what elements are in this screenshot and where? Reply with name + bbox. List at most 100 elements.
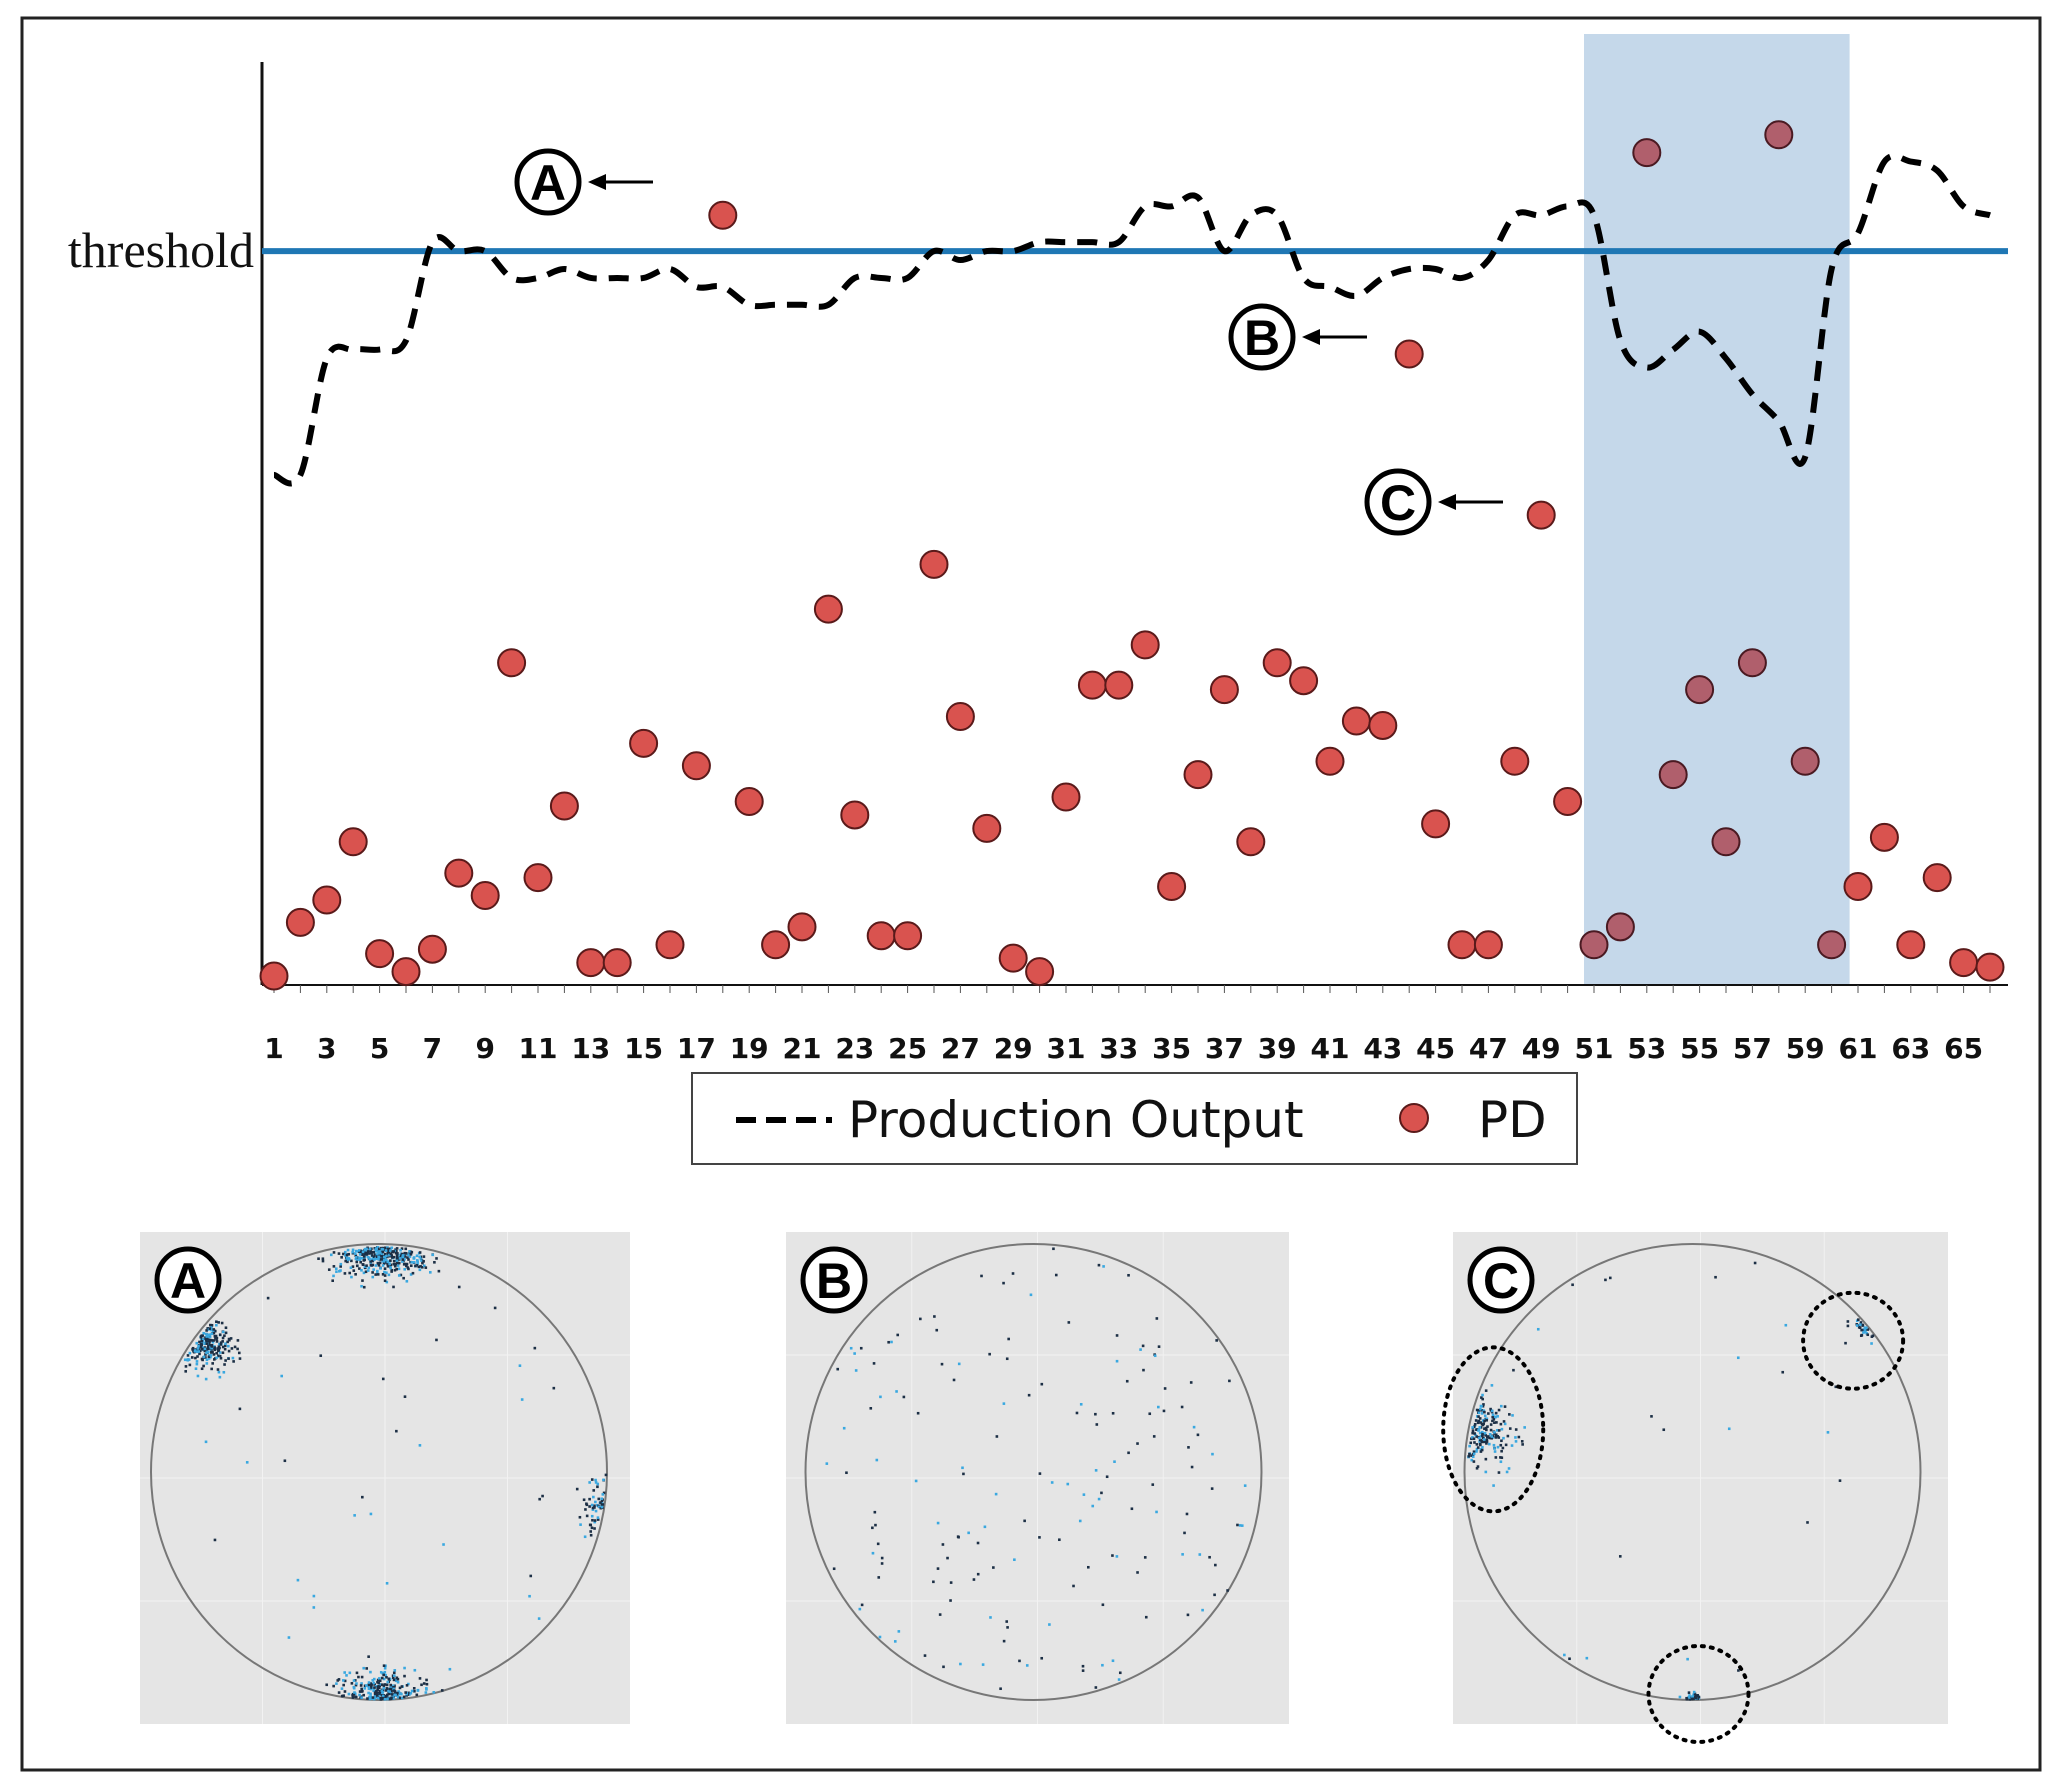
defect-dot	[415, 1263, 419, 1267]
x-tick-label: 63	[1891, 1032, 1930, 1065]
defect-dot	[370, 1247, 373, 1251]
defect-dot	[379, 1256, 382, 1260]
defect-dot	[373, 1247, 377, 1250]
defect-dot	[360, 1687, 363, 1691]
pd-point	[708, 200, 738, 230]
defect-dot	[385, 1254, 388, 1258]
defect-dot	[1859, 1323, 1862, 1326]
defect-dot	[382, 1673, 385, 1677]
defect-dot	[360, 1250, 363, 1254]
annotation-b: B	[1228, 303, 1367, 371]
defect-dot	[1155, 1317, 1159, 1320]
defect-dot	[1211, 1452, 1214, 1456]
pd-point	[1869, 822, 1899, 852]
defect-dot	[382, 1686, 386, 1690]
defect-dot	[1484, 1426, 1488, 1430]
defect-dot	[582, 1498, 586, 1502]
defect-dot	[1058, 1538, 1061, 1542]
defect-dot	[371, 1259, 374, 1263]
defect-dot	[361, 1250, 365, 1254]
defect-dot	[588, 1497, 591, 1501]
x-tick-label: 61	[1839, 1032, 1878, 1065]
defect-dot	[390, 1246, 394, 1250]
defect-dot	[442, 1543, 445, 1546]
defect-dot	[1482, 1422, 1486, 1425]
defect-dot	[1472, 1425, 1476, 1429]
defect-dot	[962, 1472, 965, 1476]
defect-dot	[360, 1253, 364, 1256]
defect-dot	[1183, 1531, 1186, 1535]
defect-dot	[1079, 1402, 1083, 1406]
defect-dot	[383, 1267, 387, 1270]
defect-dot	[368, 1247, 372, 1251]
defect-dot	[1484, 1457, 1488, 1461]
defect-dot	[391, 1676, 395, 1679]
defect-dot	[1163, 1387, 1167, 1390]
defect-dot	[396, 1252, 399, 1255]
defect-dot	[1475, 1450, 1478, 1453]
defect-dot	[1485, 1418, 1488, 1422]
defect-dot	[365, 1264, 368, 1267]
defect-dot	[433, 1261, 436, 1264]
defect-dot	[385, 1581, 389, 1585]
defect-dot	[376, 1691, 380, 1695]
defect-dot	[579, 1523, 582, 1526]
defect-dot	[1494, 1433, 1498, 1437]
defect-dot	[364, 1248, 367, 1252]
defect-dot	[421, 1261, 424, 1265]
defect-dot	[1094, 1469, 1098, 1472]
defect-dot	[597, 1505, 601, 1509]
defect-dot	[1514, 1440, 1518, 1443]
defect-dot	[375, 1253, 379, 1256]
defect-dot	[415, 1259, 419, 1262]
defect-dot	[378, 1251, 382, 1255]
defect-dot	[1469, 1441, 1473, 1445]
defect-dot	[195, 1341, 199, 1345]
defect-dot	[367, 1681, 371, 1684]
defect-dot	[1181, 1553, 1184, 1556]
defect-dot	[1472, 1450, 1476, 1454]
defect-dot	[383, 1670, 387, 1674]
defect-dot	[896, 1333, 900, 1337]
defect-dot	[371, 1679, 375, 1682]
defect-dot	[402, 1276, 405, 1280]
defect-dot	[412, 1256, 416, 1259]
defect-dot	[983, 1525, 987, 1529]
defect-dot	[380, 1252, 384, 1256]
defect-dot	[215, 1340, 219, 1343]
pd-point	[1157, 872, 1187, 902]
x-tick-label: 45	[1416, 1032, 1455, 1065]
defect-dot	[361, 1279, 364, 1282]
pd-point	[1658, 760, 1688, 790]
defect-dot	[590, 1526, 594, 1530]
defect-dot	[873, 1510, 877, 1514]
defect-dot	[409, 1273, 413, 1276]
defect-dot	[1011, 1272, 1015, 1275]
defect-dot	[418, 1251, 422, 1254]
defect-dot	[200, 1347, 204, 1351]
defect-dot	[1477, 1419, 1481, 1423]
defect-dot	[317, 1257, 320, 1261]
defect-dot	[594, 1478, 597, 1482]
defect-dot	[418, 1255, 422, 1259]
defect-dot	[209, 1355, 212, 1359]
defect-dot	[1510, 1444, 1514, 1447]
defect-dot	[378, 1677, 381, 1680]
pd-point	[497, 648, 527, 678]
defect-dot	[355, 1264, 359, 1268]
defect-dot	[1472, 1460, 1476, 1463]
defect-dot	[420, 1259, 423, 1262]
defect-dot	[1192, 1425, 1196, 1429]
pd-point	[1526, 500, 1556, 530]
defect-dot	[367, 1266, 371, 1270]
defect-dot	[440, 1689, 444, 1692]
pd-point	[1209, 675, 1239, 705]
defect-dot	[374, 1685, 378, 1688]
defect-dot	[528, 1594, 531, 1598]
defect-dot	[1130, 1507, 1134, 1511]
defect-dot	[393, 1268, 397, 1272]
pd-point	[840, 800, 870, 830]
defect-dot	[600, 1497, 604, 1501]
defect-dot	[1694, 1695, 1697, 1699]
defect-dot	[387, 1273, 391, 1277]
